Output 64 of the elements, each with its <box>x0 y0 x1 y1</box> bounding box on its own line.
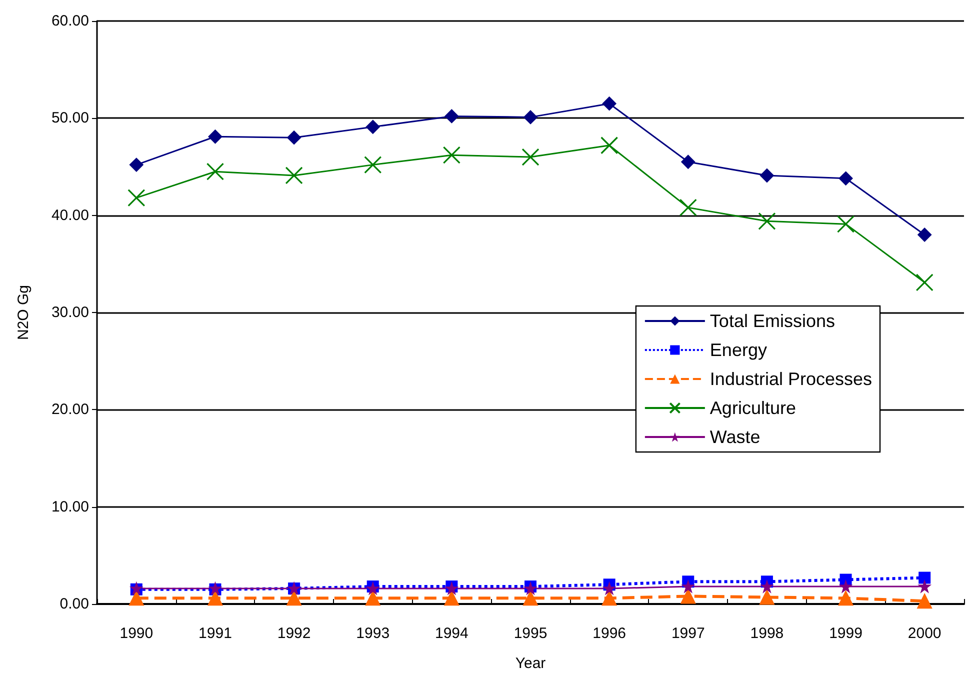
y-axis-title: N2O Gg <box>15 284 32 340</box>
x-tick-label: 1993 <box>356 625 390 642</box>
legend-label: Total Emissions <box>710 311 835 331</box>
point <box>760 168 774 182</box>
point <box>128 189 146 207</box>
point <box>366 120 380 134</box>
y-tick-label: 40.00 <box>51 206 89 224</box>
x-tick-label: 1996 <box>592 625 626 642</box>
point <box>682 580 694 593</box>
point <box>917 594 932 609</box>
point <box>128 590 144 606</box>
point <box>208 590 223 606</box>
point <box>602 590 617 606</box>
point <box>681 154 696 169</box>
x-tick-label: 1995 <box>514 625 548 642</box>
x-tick-label: 1999 <box>829 625 862 642</box>
point <box>918 572 931 584</box>
y-tick-label: 50.00 <box>51 110 89 127</box>
x-tick-label: 1990 <box>120 625 154 642</box>
point <box>444 590 460 606</box>
x-tick-label: 2000 <box>908 625 942 642</box>
x-tick-label: 1994 <box>434 625 468 642</box>
point <box>836 215 855 233</box>
x-tick-label: 1997 <box>671 625 705 642</box>
x-tick-label: 1998 <box>750 625 784 642</box>
x-tick-label: 1991 <box>198 625 232 642</box>
point <box>603 582 616 594</box>
point <box>758 212 776 230</box>
legend-label: Industrial Processes <box>710 369 872 389</box>
x-axis-title: Year <box>515 655 546 672</box>
point <box>838 590 854 606</box>
legend-label: Waste <box>710 427 760 447</box>
legend-label: Energy <box>710 340 767 360</box>
point <box>600 136 618 154</box>
point <box>129 158 144 172</box>
point <box>442 146 460 164</box>
point <box>680 588 696 604</box>
legend-label: Agriculture <box>710 398 796 418</box>
point <box>208 130 222 144</box>
point <box>444 109 459 124</box>
y-tick-label: 0.00 <box>60 596 89 612</box>
y-tick-label: 10.00 <box>51 498 89 516</box>
point <box>286 590 302 606</box>
y-tick-label: 60.00 <box>51 12 89 30</box>
point <box>760 580 773 593</box>
point <box>840 580 852 593</box>
point <box>524 110 538 124</box>
x-tick-label: 1992 <box>277 625 311 642</box>
point <box>523 590 538 606</box>
y-tick-label: 20.00 <box>51 401 89 418</box>
point <box>918 580 931 593</box>
point <box>838 171 853 186</box>
point <box>679 198 697 216</box>
point <box>364 156 382 174</box>
point <box>206 162 224 180</box>
point <box>759 590 774 605</box>
point <box>285 166 303 184</box>
point <box>365 590 380 606</box>
y-tick-label: 30.00 <box>51 304 89 321</box>
point <box>522 148 540 166</box>
point <box>918 228 932 242</box>
point <box>916 274 934 292</box>
point <box>602 96 616 111</box>
point <box>287 130 302 145</box>
